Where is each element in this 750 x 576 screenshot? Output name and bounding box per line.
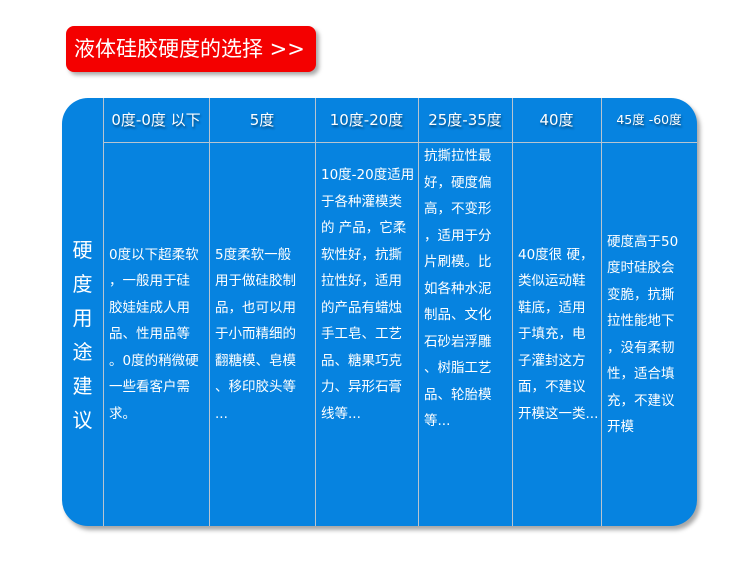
cell-text-line: 拉性好，适用 bbox=[321, 273, 402, 289]
cell-text-line: 鞋底，适用 bbox=[518, 299, 586, 316]
cell-text-line: ，适用于分 bbox=[424, 227, 492, 244]
column-cell: 10度-20度适用 于各种灌模类的 产品，它柔 软性好，抗撕 拉性好，适用 的产品有蜡烛… bbox=[315, 143, 418, 526]
cell-text-line: 于填充，电 bbox=[518, 326, 586, 343]
cell-text-line: 。0度的稍微硬 bbox=[109, 352, 199, 369]
cell-text-line: ... bbox=[215, 405, 228, 422]
cell-text-line: 、移印胶头等 bbox=[215, 379, 296, 396]
cell-text-line: 面，不建议 bbox=[518, 379, 586, 396]
column-divider bbox=[209, 98, 210, 526]
column-header: 45度 -60度 bbox=[616, 112, 682, 127]
cell-text-line: 子灌封这方 bbox=[518, 352, 586, 369]
header-divider bbox=[103, 142, 697, 143]
cell-text-line: ，没有柔韧 bbox=[607, 339, 675, 356]
cell-text-line: 性，适合填 bbox=[607, 366, 675, 382]
column-header: 40度 bbox=[539, 111, 574, 129]
cell-text-line: 的产品有蜡烛 bbox=[321, 299, 402, 316]
cell-text-line: 软性好，抗撕 bbox=[321, 246, 402, 263]
cell-text-line: 等... bbox=[424, 413, 451, 429]
column-header: 5度 bbox=[249, 111, 275, 129]
cell-text-line: 抗撕拉性最 bbox=[424, 148, 492, 164]
cell-text-line: 40度很 硬， bbox=[518, 246, 594, 263]
column-divider bbox=[103, 98, 104, 526]
cell-text-line: 品，也可以用 bbox=[215, 299, 296, 316]
cell-text-line: 硬度高于50 bbox=[607, 233, 679, 250]
cell-text-line: 好，硬度偏 bbox=[424, 174, 492, 191]
column-header: 10度-20度 bbox=[329, 111, 404, 129]
column-header: 0度-0度 以下 bbox=[111, 111, 201, 129]
cell-text-line: 片刷模。比 bbox=[424, 254, 492, 270]
cell-text-line: 石砂岩浮雕 bbox=[424, 333, 492, 350]
cell-text-line: 于各种灌模类 bbox=[321, 193, 402, 210]
column-cell: 抗撕拉性最好，硬度偏高，不变形 ，适用于分片刷模。比如各种水泥制品、文化石砂岩浮雕… bbox=[418, 143, 512, 526]
column-cell: 5度柔软一般 用于做硅胶制 品，也可以用 于小而精细的 翻糖模、皂模 、移印胶头等... bbox=[209, 143, 315, 526]
cell-text-line: 、树脂工艺 bbox=[424, 360, 492, 376]
cell-text-line: 变脆，抗撕 bbox=[607, 286, 675, 303]
cell-text-line: 线等... bbox=[321, 405, 361, 422]
cell-text-line: 开模 bbox=[607, 419, 634, 435]
cell-text-line: 高，不变形 bbox=[424, 201, 492, 217]
cell-text-line: 于小而精细的 bbox=[215, 326, 296, 343]
row-label: 硬度用途建议 bbox=[62, 143, 103, 526]
row-label-char: 用 bbox=[72, 305, 93, 330]
row-label-char: 建 bbox=[72, 373, 93, 398]
cell-text-line: 用于做硅胶制 bbox=[215, 273, 296, 290]
column-divider bbox=[418, 98, 419, 526]
cell-text-line: 5度柔软一般 bbox=[215, 246, 292, 263]
column-divider bbox=[315, 98, 316, 526]
section-title: 液体硅胶硬度的选择 >> bbox=[66, 26, 316, 72]
column-cell: 40度很 硬， 类似运动鞋鞋底，适用于填充，电子灌封这方面，不建议开模这一类... bbox=[512, 143, 601, 526]
cell-text-line: 度时硅胶会 bbox=[607, 260, 675, 276]
cell-text-line: 胶娃娃成人用 bbox=[109, 299, 190, 316]
row-label-char: 硬 bbox=[72, 237, 93, 262]
column-cell: 0度以下超柔软 ，一般用于硅 胶娃娃成人用 品、性用品等 。0度的稍微硬 一些看客户需 求。 bbox=[103, 143, 209, 526]
cell-text-line: 品、性用品等 bbox=[109, 326, 190, 343]
cell-text-line: 如各种水泥 bbox=[424, 280, 492, 297]
column-divider bbox=[512, 98, 513, 526]
cell-text-line: 10度-20度适用 bbox=[321, 167, 415, 183]
row-label-char: 度 bbox=[72, 271, 93, 296]
cell-text-line: 制品、文化 bbox=[424, 307, 492, 323]
cell-text-line: 品、轮胎模 bbox=[424, 386, 492, 403]
row-label-char: 议 bbox=[72, 407, 93, 432]
column-cell: 硬度高于50 度时硅胶会变脆，抗撕拉性能地下 ，没有柔韧性，适合填充，不建议开模 bbox=[601, 143, 697, 526]
cell-text-line: 开模这一类... bbox=[518, 405, 599, 422]
cell-text-line: 品、糖果巧克 bbox=[321, 352, 402, 369]
cell-text-line: 的 产品，它柔 bbox=[321, 220, 407, 236]
hardness-table: 硬度用途建议 0度-0度 以下 0度以下超柔软 ，一般用于硅 胶娃娃成人用 品、性用品等… bbox=[62, 98, 697, 526]
column-header: 25度-35度 bbox=[428, 111, 502, 129]
cell-text-line: 充，不建议 bbox=[607, 392, 675, 409]
cell-text-line: 求。 bbox=[109, 405, 136, 422]
column-divider bbox=[601, 98, 602, 526]
cell-text-line: 力、异形石膏 bbox=[321, 379, 402, 395]
cell-text-line: 拉性能地下 bbox=[607, 313, 675, 329]
cell-text-line: 类似运动鞋 bbox=[518, 273, 586, 290]
cell-text-line: 一些看客户需 bbox=[109, 379, 190, 396]
cell-text-line: 手工皂、工艺 bbox=[321, 326, 402, 342]
cell-text-line: 0度以下超柔软 bbox=[109, 246, 199, 263]
cell-text-line: 翻糖模、皂模 bbox=[215, 352, 296, 369]
row-label-char: 途 bbox=[72, 339, 93, 364]
cell-text-line: ，一般用于硅 bbox=[109, 273, 190, 290]
